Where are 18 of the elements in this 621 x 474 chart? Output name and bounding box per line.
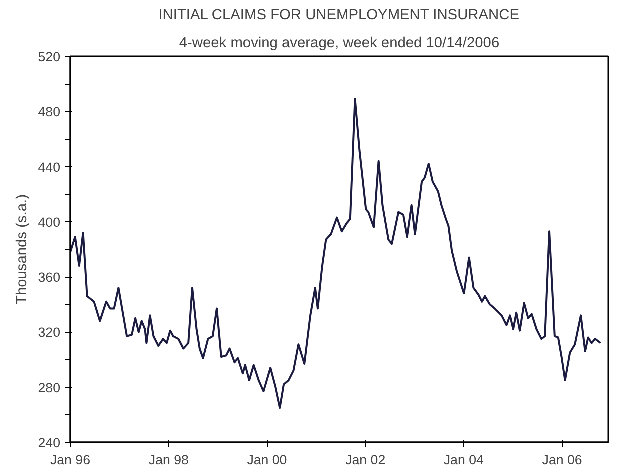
y-tick-label: 400 [38,214,61,230]
y-tick-label: 320 [38,325,61,340]
y-axis-title: Thousands (s.a.) [14,194,30,304]
chart-subtitle: 4-week moving average, week ended 10/14/2006 [179,36,500,52]
y-tick-label: 360 [38,270,61,286]
x-tick-label: Jan 02 [346,452,386,468]
y-tick-label: 520 [38,50,61,64]
y-tick-label: 280 [38,380,61,396]
x-tick-label: Jan 96 [50,452,91,468]
line-series [70,98,602,410]
x-tick-label: Jan 00 [247,452,288,468]
y-tick-label: 240 [38,436,61,450]
x-tick-label: Jan 98 [148,452,189,468]
x-tick-label: Jan 06 [542,452,582,468]
y-tick-label: 480 [38,104,61,120]
x-tick-label: Jan 04 [444,452,484,468]
y-tick-label: 440 [38,160,61,175]
chart-title: INITIAL CLAIMS FOR UNEMPLOYMENT INSURANCE [158,8,520,24]
